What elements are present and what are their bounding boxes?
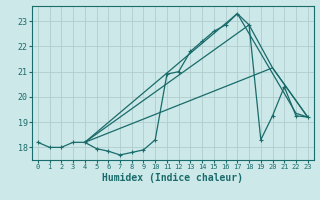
X-axis label: Humidex (Indice chaleur): Humidex (Indice chaleur) <box>102 173 243 183</box>
